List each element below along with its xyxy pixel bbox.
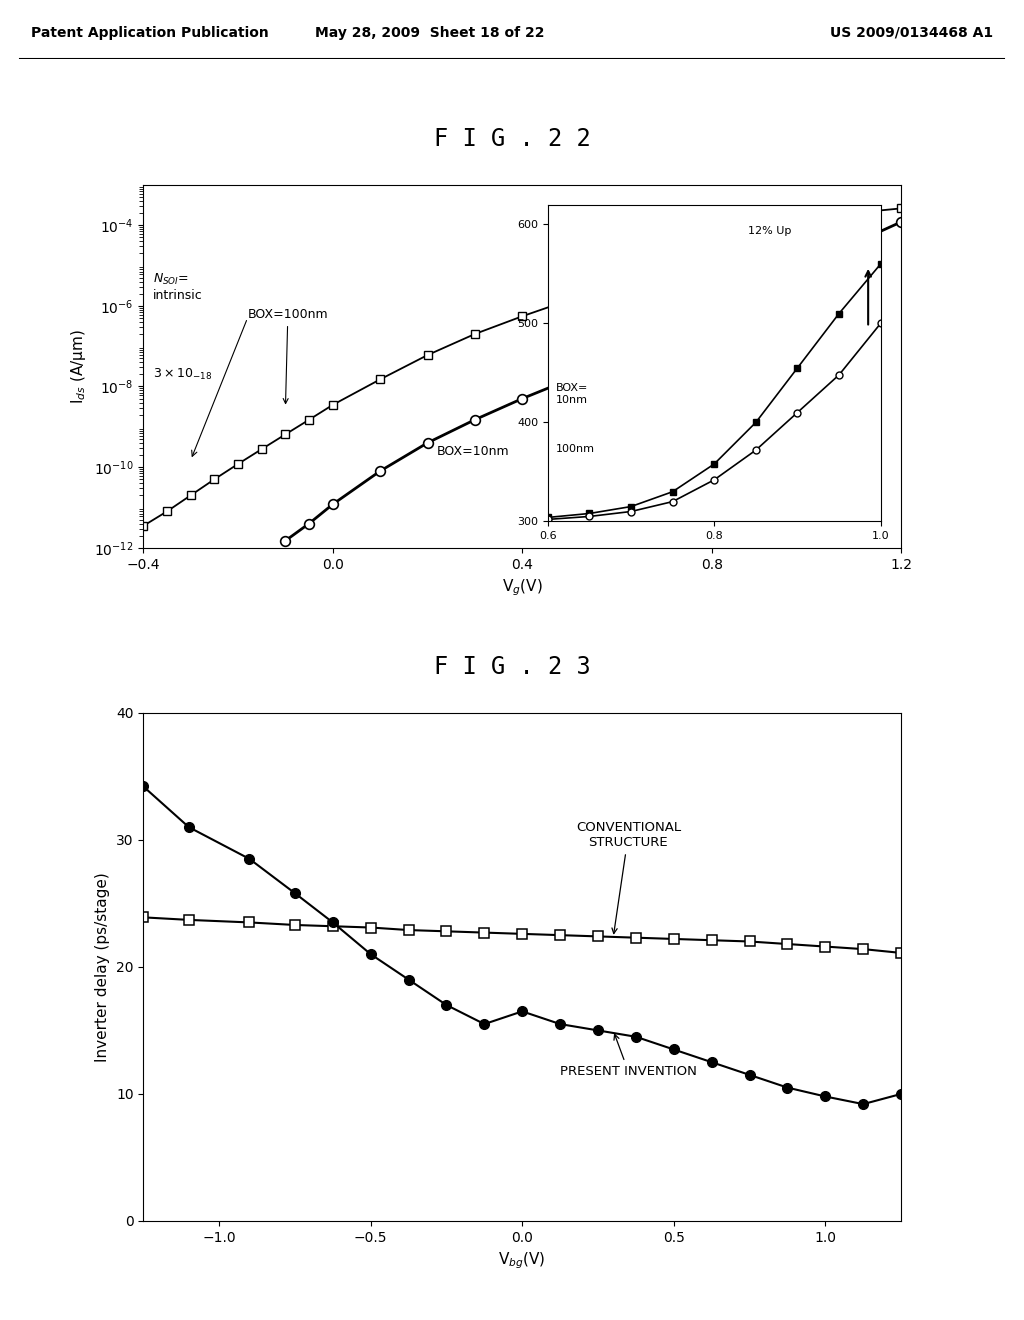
Text: CONVENTIONAL
STRUCTURE: CONVENTIONAL STRUCTURE	[575, 821, 681, 933]
Text: F I G . 2 2: F I G . 2 2	[433, 127, 591, 150]
X-axis label: V$_g$(V): V$_g$(V)	[502, 577, 543, 598]
X-axis label: V$_{bg}$(V): V$_{bg}$(V)	[499, 1250, 546, 1271]
Text: May 28, 2009  Sheet 18 of 22: May 28, 2009 Sheet 18 of 22	[315, 26, 545, 40]
Text: BOX=10nm: BOX=10nm	[437, 445, 510, 458]
Text: F I G . 2 3: F I G . 2 3	[433, 655, 591, 678]
Text: 12% Up: 12% Up	[748, 226, 791, 236]
Text: US 2009/0134468 A1: US 2009/0134468 A1	[830, 26, 993, 40]
Text: PRESENT INVENTION: PRESENT INVENTION	[560, 1035, 696, 1078]
Text: 100nm: 100nm	[556, 444, 595, 454]
Y-axis label: Inverter delay (ps/stage): Inverter delay (ps/stage)	[95, 873, 111, 1061]
Text: $N_{SOI}$=
intrinsic: $N_{SOI}$= intrinsic	[153, 272, 203, 301]
Text: Patent Application Publication: Patent Application Publication	[31, 26, 268, 40]
Text: BOX=
10nm: BOX= 10nm	[556, 383, 589, 405]
Text: BOX=100nm: BOX=100nm	[248, 308, 328, 404]
Text: $3\times10_{-18}$: $3\times10_{-18}$	[153, 367, 212, 381]
Y-axis label: I$_{ds}$ (A/μm): I$_{ds}$ (A/μm)	[70, 329, 88, 404]
